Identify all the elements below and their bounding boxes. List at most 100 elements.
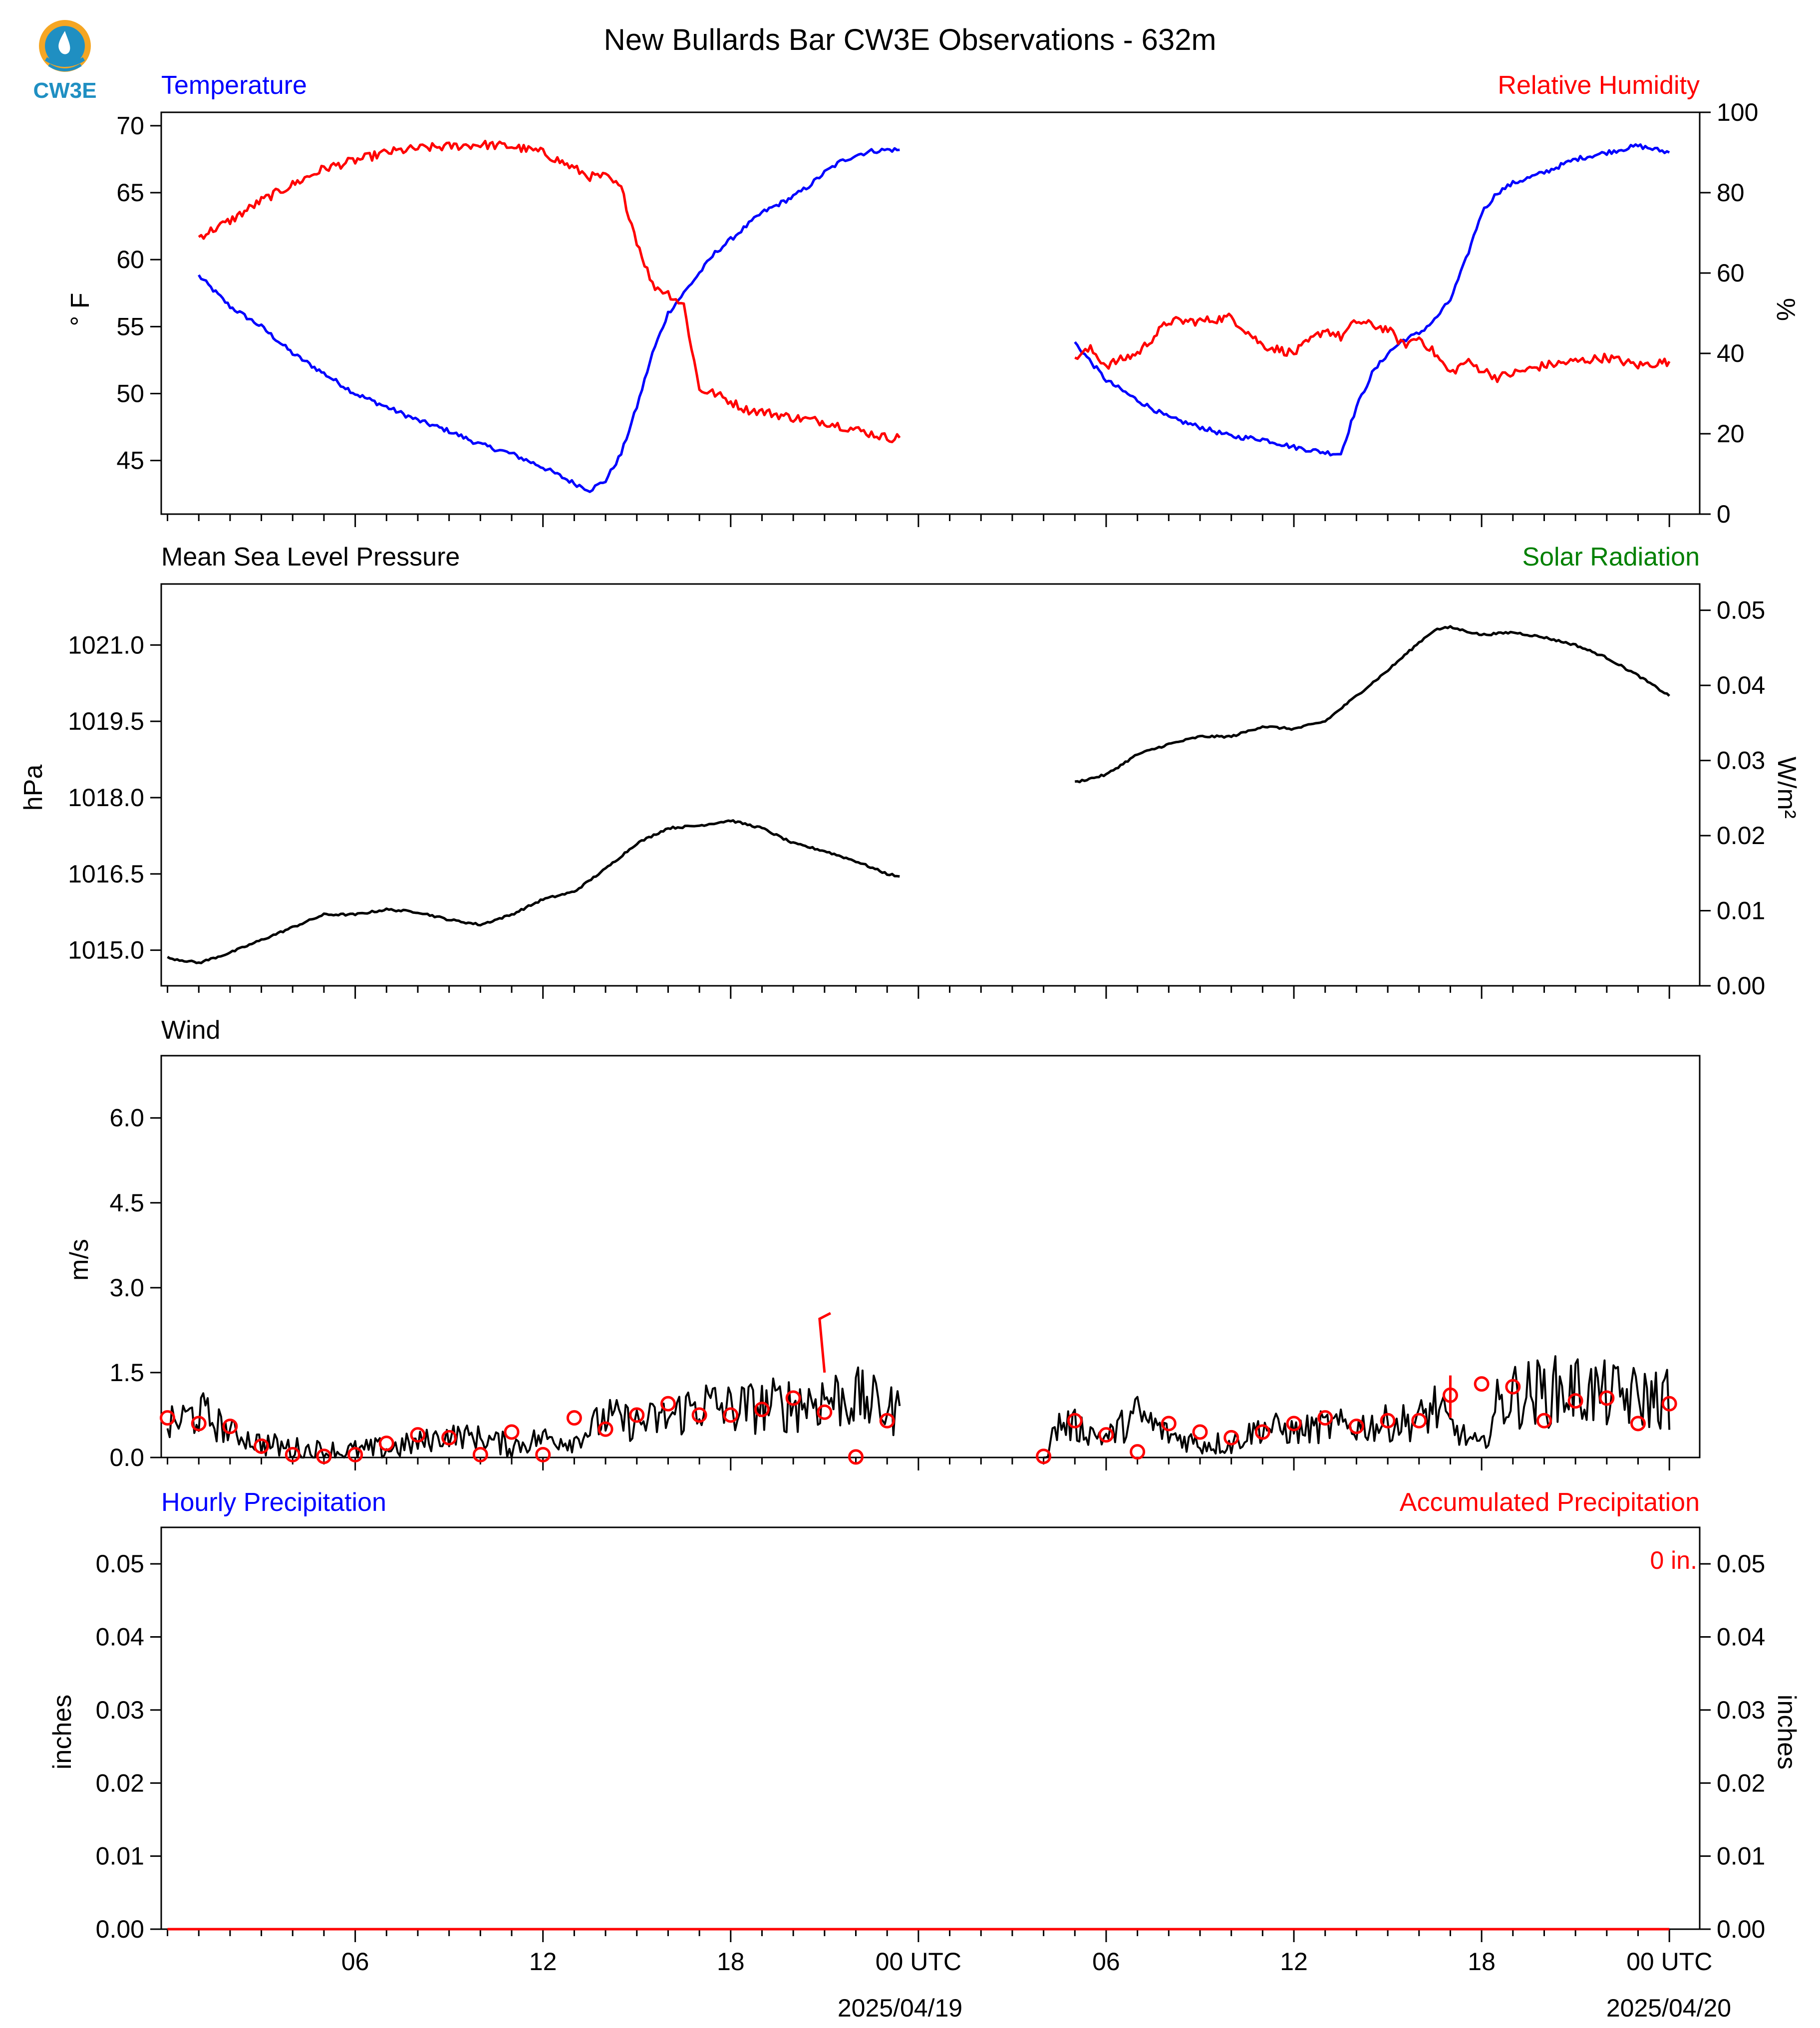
wind-gust-marker xyxy=(254,1438,270,1454)
wind-gust-marker xyxy=(785,1390,801,1406)
x-tick-label: 12 xyxy=(1280,1948,1308,1976)
plot-frame-3 xyxy=(160,1055,1701,1458)
wind-gust-marker xyxy=(1098,1427,1114,1443)
y2-tick-label: 0.00 xyxy=(1717,972,1765,1000)
humidity-ylabel: % xyxy=(1771,298,1800,321)
y-tick-label: 60 xyxy=(116,246,144,274)
y-tick-label: 0.01 xyxy=(96,1842,144,1870)
x-tick-label: 18 xyxy=(1468,1948,1496,1976)
wind-gust-marker xyxy=(1505,1379,1521,1395)
y2-tick-label: 20 xyxy=(1717,420,1745,448)
wind-gust-marker xyxy=(191,1416,207,1432)
x-tick-label: 06 xyxy=(341,1948,369,1976)
wind-gust-marker xyxy=(879,1413,895,1429)
y2-tick-label: 0.05 xyxy=(1717,1550,1765,1578)
y-tick-label: 0.0 xyxy=(109,1444,144,1471)
solar-ylabel: W/m² xyxy=(1772,757,1801,819)
wind-gust-marker xyxy=(723,1407,739,1423)
wind-gust-marker xyxy=(1286,1416,1302,1432)
wind-gust-marker xyxy=(629,1407,645,1423)
wind-gust-marker xyxy=(1317,1410,1333,1426)
wind-gust-marker xyxy=(285,1447,301,1462)
accum-precip-panel-title: Accumulated Precipitation xyxy=(1400,1488,1700,1517)
plot-layer: 45 50 55 60 65 70 0 20 40 60 80 100 1015.0 1016.5 1018… xyxy=(68,98,1765,1976)
wind-gust-marker xyxy=(347,1447,363,1462)
y-tick-label: 4.5 xyxy=(109,1189,144,1217)
y-tick-label: 1.5 xyxy=(109,1359,144,1387)
y2-tick-label: 40 xyxy=(1717,339,1745,367)
x-tick-label: 00 UTC xyxy=(1626,1948,1712,1976)
pressure-ylabel: hPa xyxy=(19,765,48,811)
y2-tick-label: 0 xyxy=(1717,500,1731,528)
wind-gust-marker xyxy=(1536,1413,1552,1429)
cw3e-logo-mark: CW3E xyxy=(33,20,97,103)
wind-gust-marker xyxy=(1130,1444,1146,1460)
y2-tick-label: 0.01 xyxy=(1717,1842,1765,1870)
temperature-panel-title: Temperature xyxy=(161,71,307,100)
wind-gust-marker xyxy=(504,1424,520,1440)
date-label-1: 2025/04/19 xyxy=(838,1994,962,2022)
precip-ylabel: inches xyxy=(48,1695,77,1769)
x-tick-label: 06 xyxy=(1092,1948,1120,1976)
y-tick-label: 0.04 xyxy=(96,1623,144,1651)
y-tick-label: 50 xyxy=(116,380,144,408)
plot-frame-2 xyxy=(160,583,1701,987)
wind-gust-marker xyxy=(535,1447,551,1462)
temperature-line xyxy=(1074,143,1670,457)
wind-gust-marker xyxy=(1254,1424,1270,1440)
humidity-line xyxy=(198,140,901,443)
solar-panel-title: Solar Radiation xyxy=(1522,543,1700,572)
wind-gust-marker xyxy=(1192,1424,1208,1440)
wind-gust-marker xyxy=(1567,1393,1583,1409)
y-tick-label: 0.05 xyxy=(96,1550,144,1578)
y-tick-label: 1015.0 xyxy=(68,936,144,964)
y-tick-label: 3.0 xyxy=(109,1274,144,1302)
wind-panel-title: Wind xyxy=(161,1016,220,1045)
y2-tick-label: 0.03 xyxy=(1717,747,1765,775)
plot-frame-1 xyxy=(160,111,1701,515)
wind-gust-marker xyxy=(1161,1416,1177,1432)
y-tick-label: 70 xyxy=(116,112,144,140)
y-tick-label: 0.00 xyxy=(96,1915,144,1943)
y-tick-label: 0.02 xyxy=(96,1769,144,1797)
y2-tick-label: 0.04 xyxy=(1717,671,1765,699)
temperature-ylabel: ° F xyxy=(66,292,95,326)
wind-gust-marker xyxy=(691,1407,707,1423)
y-tick-label: 1018.0 xyxy=(68,784,144,812)
y-tick-label: 1016.5 xyxy=(68,860,144,888)
y2-tick-label: 0.01 xyxy=(1717,897,1765,925)
accum-precip-annotation: 0 in. xyxy=(1650,1546,1697,1574)
wind-gust-marker xyxy=(660,1396,676,1412)
wind-gust-marker xyxy=(1599,1390,1615,1406)
y2-tick-label: 0.02 xyxy=(1717,822,1765,850)
pressure-line xyxy=(167,819,900,964)
figure-title: New Bullards Bar CW3E Observations - 632… xyxy=(604,23,1216,56)
y2-tick-label: 100 xyxy=(1717,98,1758,126)
wind-gust-marker xyxy=(848,1449,864,1465)
wind-gust-marker xyxy=(1223,1430,1239,1446)
wind-gust-marker xyxy=(222,1419,238,1435)
x-tick-label: 00 UTC xyxy=(876,1948,961,1976)
wind-gust-marker xyxy=(160,1410,176,1426)
wind-barb xyxy=(818,1312,831,1373)
wind-gust-marker xyxy=(1661,1396,1677,1412)
wind-speed-line xyxy=(1043,1355,1671,1458)
y2-tick-label: 0.03 xyxy=(1717,1696,1765,1724)
wind-gust-marker xyxy=(410,1427,426,1443)
wind-gust-marker xyxy=(1474,1376,1490,1392)
y2-tick-label: 0.02 xyxy=(1717,1769,1765,1797)
wind-gust-marker xyxy=(754,1402,770,1418)
x-tick-label: 18 xyxy=(717,1948,745,1976)
y-tick-label: 1019.5 xyxy=(68,707,144,735)
wind-gust-marker xyxy=(817,1404,833,1420)
wind-gust-marker xyxy=(1380,1413,1396,1429)
wind-gust-marker xyxy=(1348,1419,1364,1435)
humidity-line xyxy=(1074,312,1671,383)
wind-gust-marker xyxy=(1630,1416,1646,1432)
humidity-panel-title: Relative Humidity xyxy=(1498,71,1700,100)
accum-precip-ylabel: inches xyxy=(1772,1695,1801,1769)
wind-gust-marker xyxy=(378,1436,394,1451)
wind-gust-marker xyxy=(1067,1413,1083,1429)
y2-tick-label: 0.04 xyxy=(1717,1623,1765,1651)
